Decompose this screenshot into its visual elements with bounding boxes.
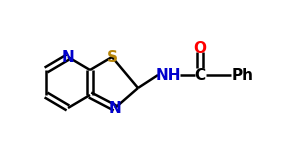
Text: S: S bbox=[106, 49, 117, 65]
Text: NH: NH bbox=[155, 67, 181, 82]
Text: C: C bbox=[195, 67, 206, 82]
Text: N: N bbox=[109, 100, 121, 115]
Text: O: O bbox=[193, 41, 207, 56]
Text: N: N bbox=[62, 49, 74, 65]
Text: Ph: Ph bbox=[232, 67, 254, 82]
